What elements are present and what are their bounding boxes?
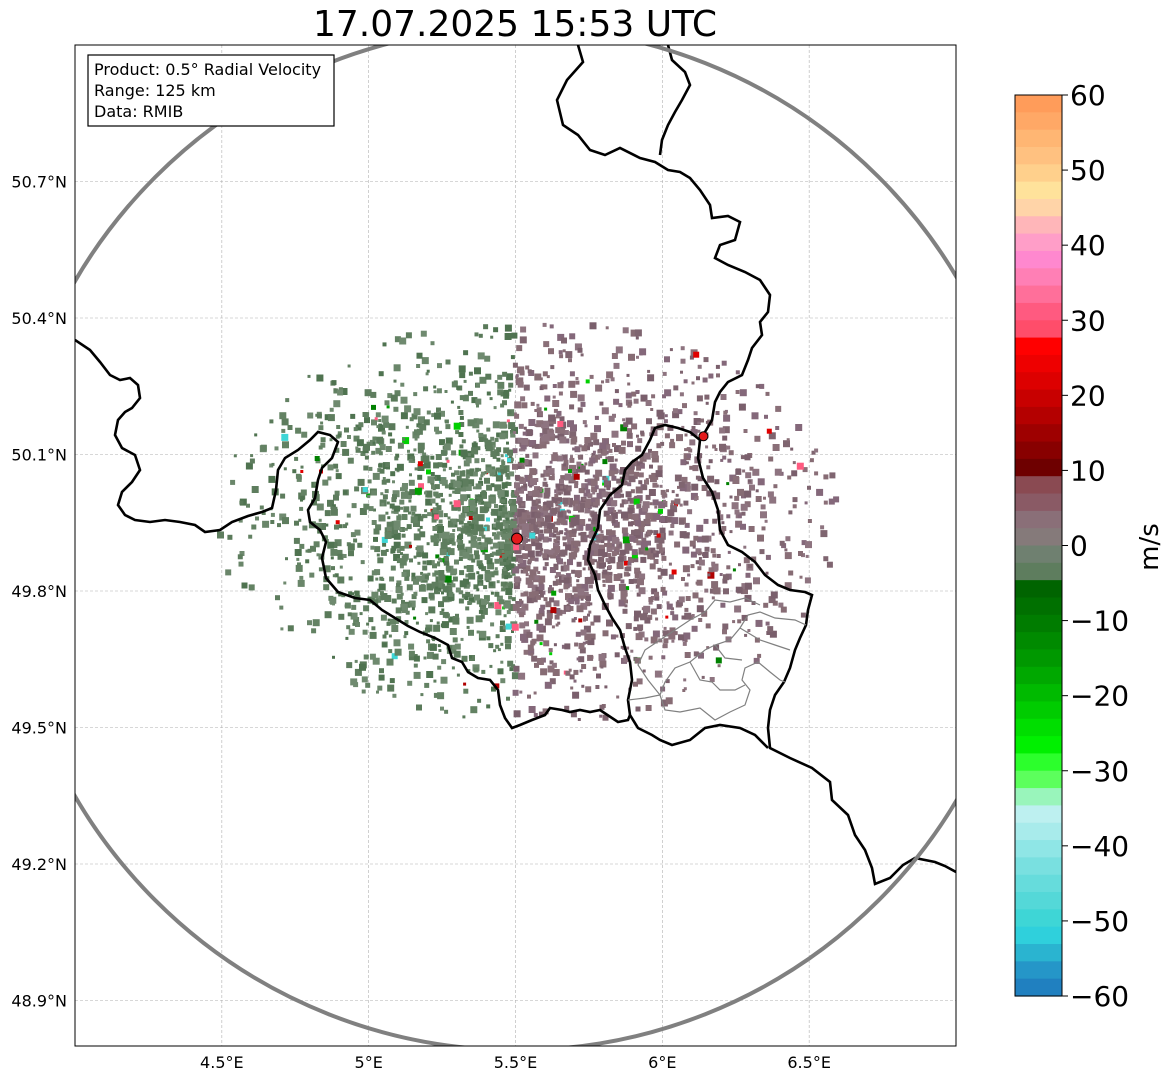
colorbar-segment xyxy=(1015,701,1062,720)
colorbar-segment xyxy=(1015,164,1062,183)
colorbar-label: m/s xyxy=(1135,523,1165,571)
lat-tick-label: 50.1°N xyxy=(11,446,67,465)
colorbar-tick-label: 40 xyxy=(1070,229,1106,262)
colorbar-segment xyxy=(1015,198,1062,217)
colorbar-segment xyxy=(1015,406,1062,425)
colorbar-segment xyxy=(1015,736,1062,755)
colorbar-segment xyxy=(1015,233,1062,252)
colorbar-segment xyxy=(1015,181,1062,200)
colorbar-segment xyxy=(1015,302,1062,321)
luxembourg-cantons xyxy=(627,597,807,721)
colorbar-segment xyxy=(1015,250,1062,269)
colorbar-segment xyxy=(1015,580,1062,599)
colorbar-segment xyxy=(1015,978,1062,997)
colorbar-tick-label: 30 xyxy=(1070,304,1106,337)
colorbar-segment xyxy=(1015,112,1062,131)
colorbar-segment xyxy=(1015,944,1062,962)
info-data: Data: RMIB xyxy=(94,102,183,121)
lat-tick-label: 49.5°N xyxy=(11,719,67,738)
colorbar-segment xyxy=(1015,597,1062,616)
colorbar-segment xyxy=(1015,961,1062,980)
colorbar: 60 50 40 30 20 10 0 −10 −20 −30 −40 −50 −60 xyxy=(1014,79,1129,1013)
border-germany-east xyxy=(658,45,692,156)
axis-ticks: 4.5°E 5°E 5.5°E 6°E 6.5°E 50.7°N 50.4°N 50.1°N 4… xyxy=(11,173,831,1073)
colorbar-tick-label: 60 xyxy=(1070,79,1106,112)
lat-tick-label: 49.8°N xyxy=(11,582,67,601)
colorbar-segment xyxy=(1015,770,1062,789)
colorbar-segment xyxy=(1015,129,1062,148)
info-box: Product: 0.5° Radial Velocity Range: 125… xyxy=(87,54,335,127)
colorbar-segment xyxy=(1015,510,1062,529)
lat-tick-label: 50.7°N xyxy=(11,173,67,192)
chart-title: 17.07.2025 15:53 UTC xyxy=(312,4,718,45)
secondary-site-marker xyxy=(698,431,709,442)
colorbar-segment xyxy=(1015,788,1062,807)
colorbar-segment xyxy=(1015,909,1062,928)
colorbar-tick-label: −60 xyxy=(1070,980,1129,1013)
colorbar-segment xyxy=(1015,337,1062,356)
colorbar-segment xyxy=(1015,718,1062,737)
lat-tick-label: 48.9°N xyxy=(11,992,67,1011)
colorbar-segment xyxy=(1015,146,1062,165)
lon-tick-label: 5.5°E xyxy=(494,1053,538,1072)
colorbar-segment xyxy=(1015,372,1062,391)
colorbar-tick-label: −30 xyxy=(1070,755,1129,788)
colorbar-tick-label: 10 xyxy=(1070,454,1106,487)
colorbar-segment xyxy=(1015,320,1062,339)
colorbar-tick-label: 50 xyxy=(1070,154,1106,187)
colorbar-segment xyxy=(1015,424,1062,443)
map-frame xyxy=(74,44,957,1047)
colorbar-segment xyxy=(1015,562,1062,581)
info-range: Range: 125 km xyxy=(94,81,216,100)
colorbar-segment xyxy=(1015,441,1062,460)
colorbar-segment xyxy=(1015,614,1062,633)
colorbar-tick-label: −20 xyxy=(1070,680,1129,713)
colorbar-segment xyxy=(1015,285,1062,304)
colorbar-segment xyxy=(1015,666,1062,685)
radar-site-marker xyxy=(510,532,523,545)
colorbar-tick-label: 20 xyxy=(1070,379,1106,412)
colorbar-segment xyxy=(1015,268,1062,287)
country-borders xyxy=(75,45,956,886)
colorbar-tick-label: 0 xyxy=(1070,530,1088,563)
border-belgium-france xyxy=(75,338,632,730)
lat-tick-label: 50.4°N xyxy=(11,309,67,328)
info-product: Product: 0.5° Radial Velocity xyxy=(94,60,321,79)
colorbar-segment xyxy=(1015,649,1062,668)
colorbar-segment xyxy=(1015,632,1062,651)
lat-tick-label: 49.2°N xyxy=(11,855,67,874)
colorbar-segment xyxy=(1015,389,1062,408)
colorbar-segment xyxy=(1015,528,1062,547)
radar-echoes xyxy=(217,322,840,721)
radar-sites xyxy=(510,431,709,545)
lon-tick-label: 5°E xyxy=(355,1053,383,1072)
colorbar-segment xyxy=(1015,822,1062,841)
colorbar-segment xyxy=(1015,476,1062,495)
colorbar-segment xyxy=(1015,545,1062,564)
colorbar-tick-label: −40 xyxy=(1070,830,1129,863)
colorbar-tick-label: −10 xyxy=(1070,605,1129,638)
colorbar-segment xyxy=(1015,354,1062,373)
colorbar-segment xyxy=(1015,216,1062,235)
colorbar-segment xyxy=(1015,874,1062,893)
colorbar-segment xyxy=(1015,892,1062,910)
colorbar-segment xyxy=(1015,684,1062,703)
colorbar-segment xyxy=(1015,805,1062,824)
colorbar-segment xyxy=(1015,458,1062,477)
colorbar-tick-label: −50 xyxy=(1070,905,1129,938)
lon-tick-label: 4.5°E xyxy=(200,1053,244,1072)
colorbar-segment xyxy=(1015,926,1062,945)
colorbar-segment xyxy=(1015,857,1062,876)
border-belgium-luxembourg xyxy=(586,423,769,749)
lon-tick-label: 6°E xyxy=(648,1053,676,1072)
colorbar-segment xyxy=(1015,840,1062,858)
colorbar-segment xyxy=(1015,753,1062,772)
border-belgium-germany xyxy=(555,45,772,441)
colorbar-segment xyxy=(1015,493,1062,512)
colorbar-segment xyxy=(1015,95,1062,113)
lon-tick-label: 6.5°E xyxy=(787,1053,831,1072)
